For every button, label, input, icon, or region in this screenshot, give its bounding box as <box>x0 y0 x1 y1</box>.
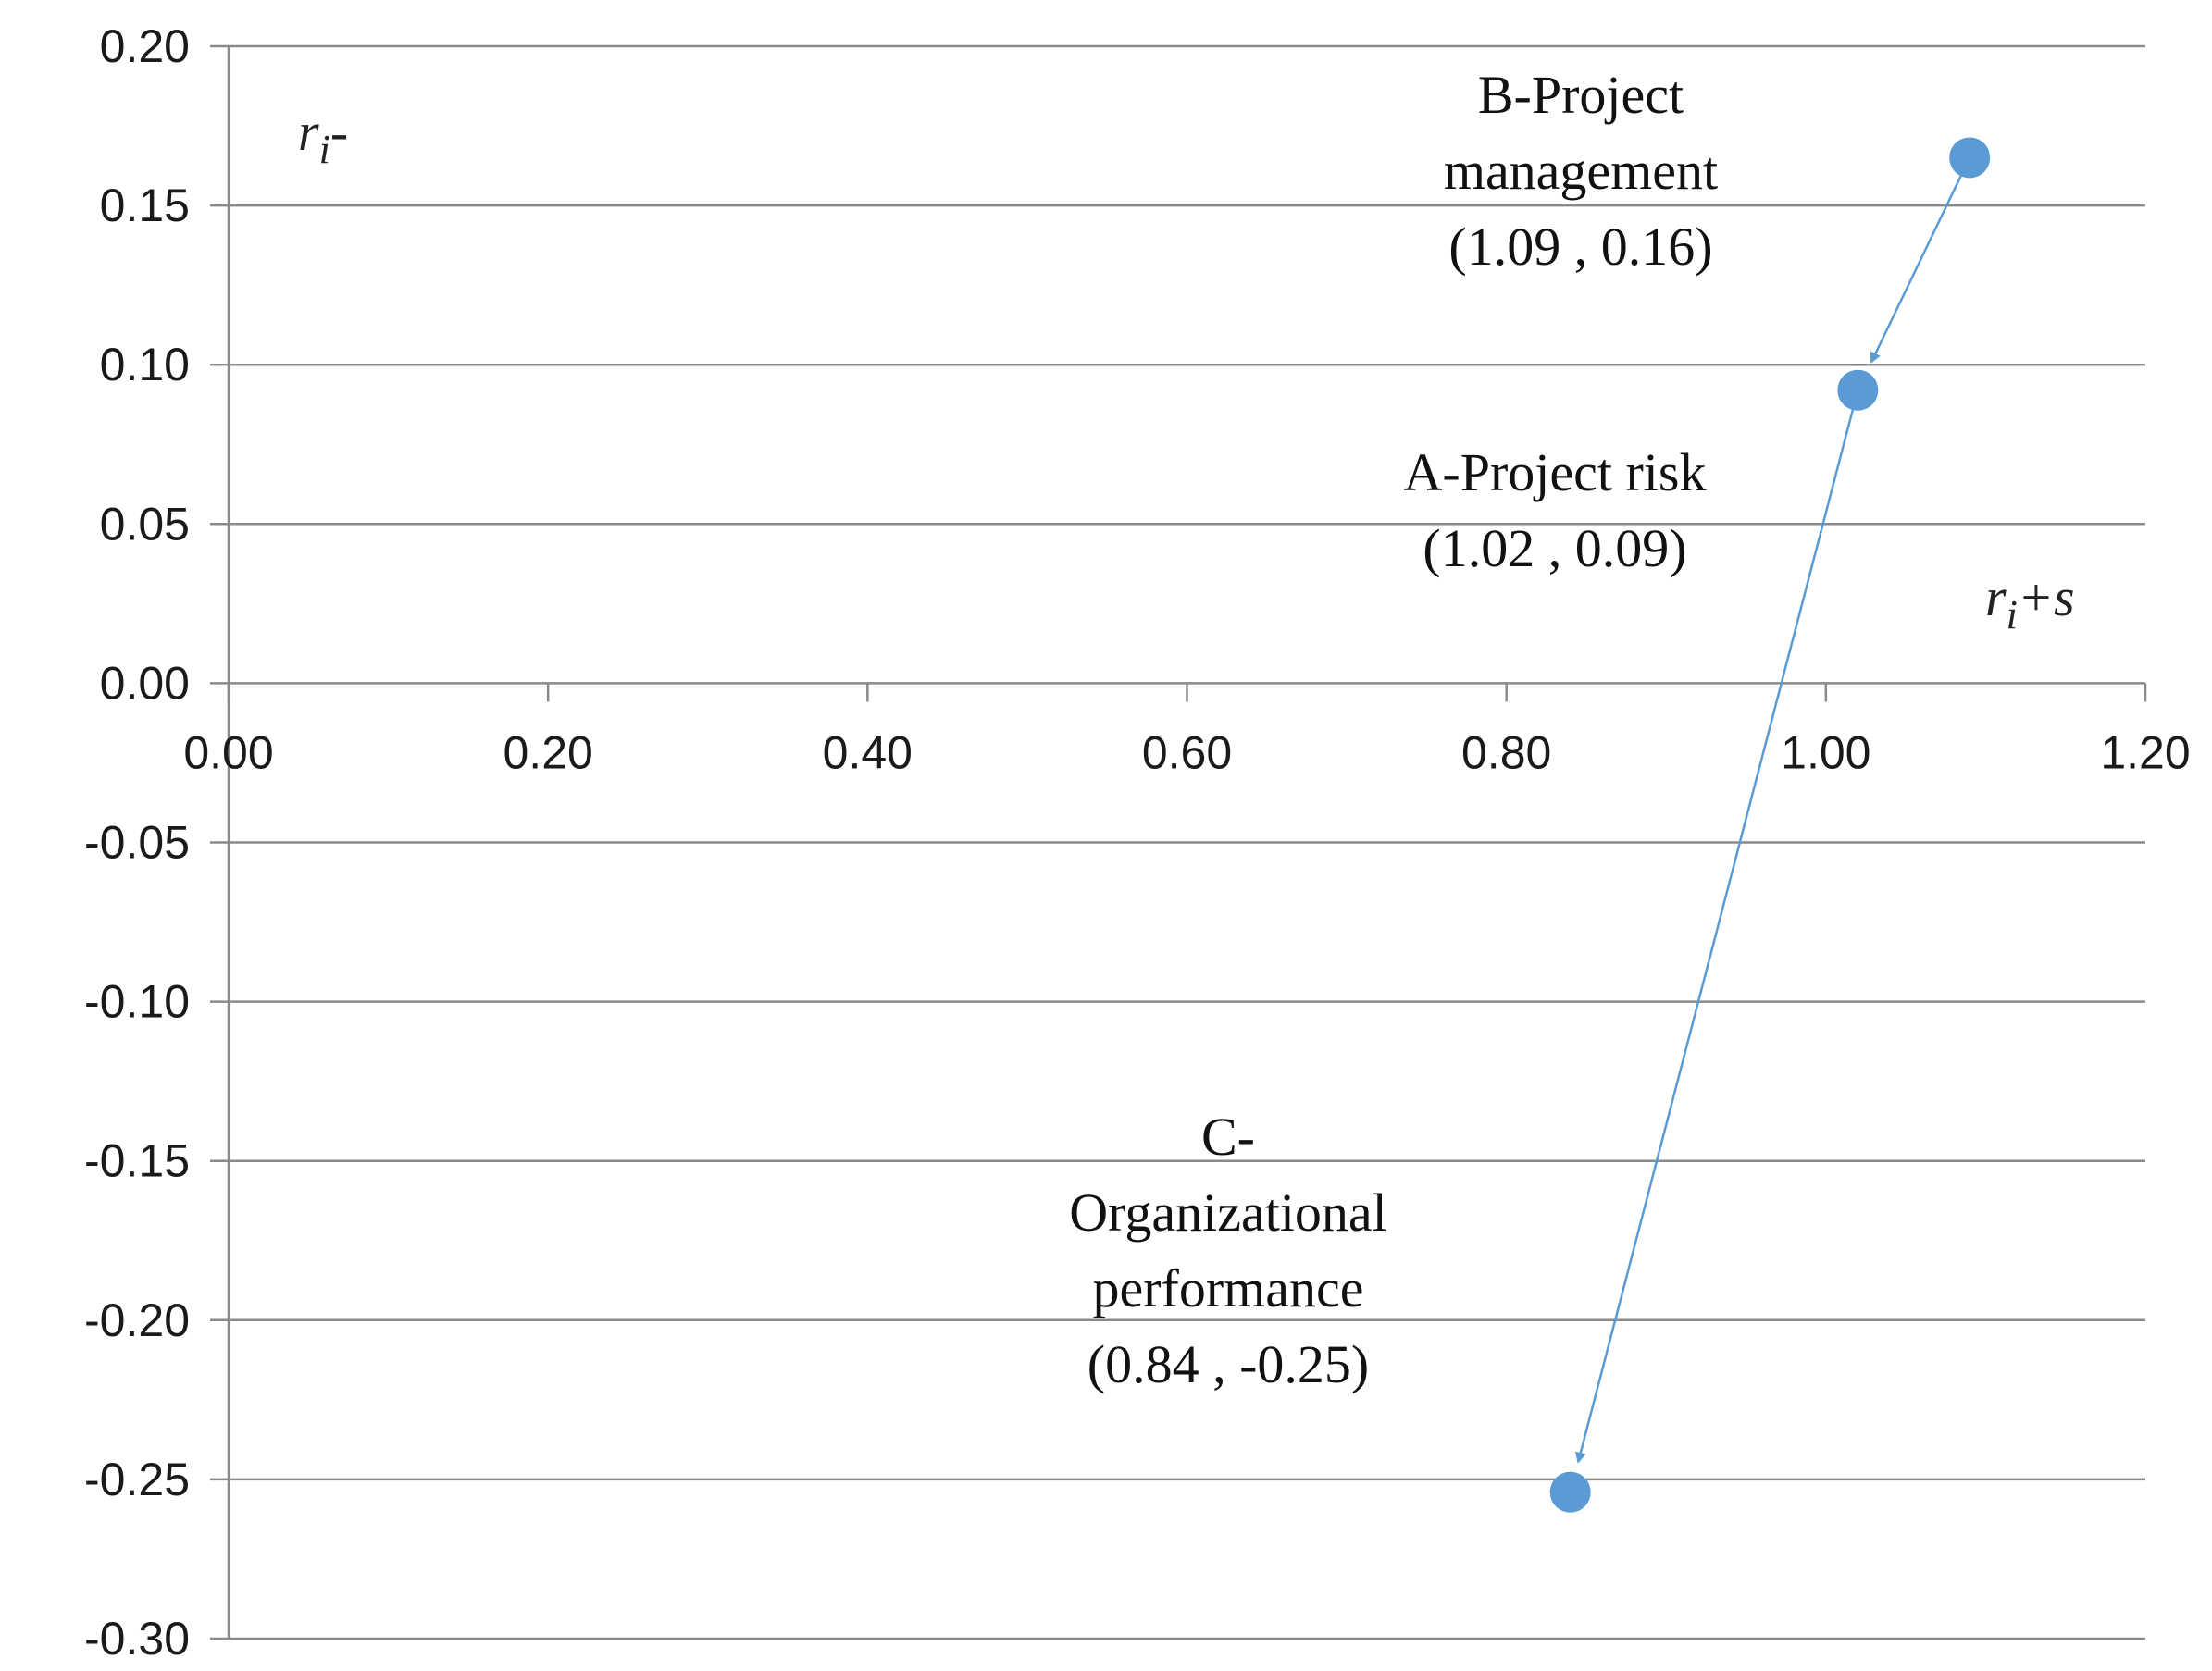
arrow-B-to-A <box>1870 171 1964 364</box>
y-tick-label: -0.10 <box>84 976 190 1028</box>
x-axis-title: ri+s <box>1985 567 2075 637</box>
x-tick-label: 0.80 <box>1461 726 1551 778</box>
point-label-A: A-Project risk (1.02 , 0.09) <box>1404 442 1707 578</box>
y-axis-title: ri- <box>298 102 348 172</box>
point-label-B: B-Project management (1.09 , 0.16) <box>1444 65 1718 277</box>
y-tick-label: -0.30 <box>84 1613 190 1665</box>
data-point-C <box>1549 1471 1591 1513</box>
data-points <box>1549 137 1991 1513</box>
y-tick-label: -0.05 <box>84 817 190 869</box>
y-tick-label: 0.15 <box>100 179 190 231</box>
y-tick-label: 0.10 <box>100 339 190 390</box>
data-point-A <box>1837 369 1879 411</box>
y-tick-label: 0.05 <box>100 498 190 550</box>
x-tick-label: 0.00 <box>183 726 273 778</box>
y-tick-label: -0.20 <box>84 1294 190 1346</box>
x-tick-label: 1.20 <box>2100 726 2190 778</box>
x-tick-label: 0.40 <box>823 726 913 778</box>
y-tick-label: 0.20 <box>100 20 190 72</box>
y-tick-label: -0.25 <box>84 1454 190 1505</box>
x-tick-label: 0.20 <box>503 726 593 778</box>
data-point-B <box>1949 137 1991 179</box>
y-tick-label: -0.15 <box>84 1135 190 1187</box>
y-tick-label: 0.00 <box>100 657 190 709</box>
grid-lines <box>210 44 2145 1640</box>
arrows <box>1574 171 1964 1464</box>
tick-labels: 0.20 0.15 0.10 0.05 0.00 -0.05 -0.10 -0.15 -0.20… <box>84 20 2191 1665</box>
x-tick-label: 0.60 <box>1142 726 1232 778</box>
arrow-A-to-C <box>1574 404 1856 1464</box>
x-tick-label: 1.00 <box>1781 726 1870 778</box>
point-label-C: C-Organizational performance (0.84 , -0.25… <box>1069 1107 1387 1394</box>
point-labels: A-Project risk (1.02 , 0.09) B-Project mana… <box>1069 65 1718 1394</box>
axes <box>227 46 2147 1639</box>
